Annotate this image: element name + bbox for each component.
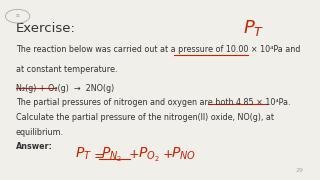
- Text: Answer:: Answer:: [16, 142, 53, 151]
- Text: $\mathit{P}_{\mathit{NO}}$: $\mathit{P}_{\mathit{NO}}$: [171, 146, 196, 162]
- Text: $\mathit{P}_{\mathit{T}}$: $\mathit{P}_{\mathit{T}}$: [243, 18, 265, 38]
- Text: N₂(g) + O₂(g)  →  2NO(g): N₂(g) + O₂(g) → 2NO(g): [16, 84, 114, 93]
- Text: ☰: ☰: [16, 14, 20, 18]
- Text: $\mathit{P}_{\mathit{T}}$: $\mathit{P}_{\mathit{T}}$: [75, 146, 92, 162]
- Text: $\mathit{P}_{\mathit{N_2}}$: $\mathit{P}_{\mathit{N_2}}$: [101, 146, 122, 164]
- Text: Exercise:: Exercise:: [16, 22, 76, 35]
- Text: The reaction below was carried out at a pressure of 10.00 × 10⁴Pa and: The reaction below was carried out at a …: [16, 45, 300, 54]
- Text: $=$: $=$: [91, 148, 105, 161]
- Text: The partial pressures of nitrogen and oxygen are both 4.85 × 10⁴Pa.: The partial pressures of nitrogen and ox…: [16, 98, 291, 107]
- Text: $\mathit{P}_{\mathit{O_2}}$: $\mathit{P}_{\mathit{O_2}}$: [138, 146, 159, 164]
- Text: 29: 29: [296, 168, 304, 173]
- Text: Calculate the partial pressure of the nitrogen(II) oxide, NO(g), at: Calculate the partial pressure of the ni…: [16, 113, 274, 122]
- Text: at constant temperature.: at constant temperature.: [16, 65, 117, 74]
- Text: $+$: $+$: [162, 148, 173, 161]
- Text: equilibrium.: equilibrium.: [16, 128, 64, 137]
- Text: $+$: $+$: [128, 148, 139, 161]
